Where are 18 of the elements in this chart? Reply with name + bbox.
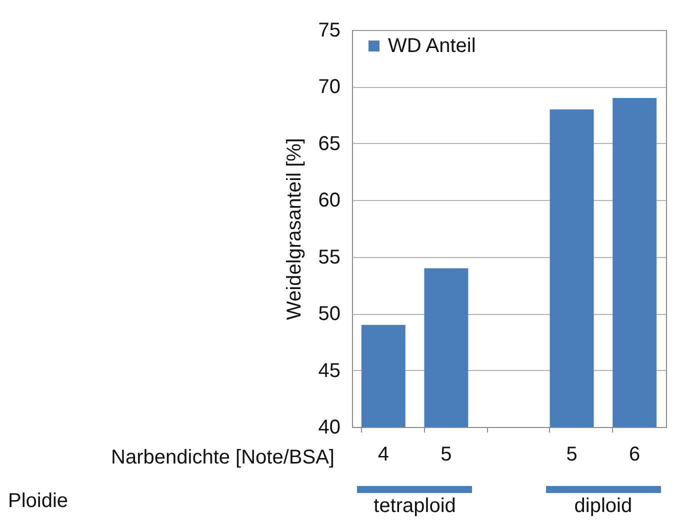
y-tick-label: 75 [318,20,340,42]
x-tick-label: 5 [440,444,452,466]
text: Ploidie [8,490,68,513]
x-tick-label: 4 [378,444,389,466]
y-tick-label: 50 [318,303,340,326]
y-tick-label: 45 [318,360,340,382]
y-tick-label: 70 [318,76,340,98]
y-tick-label: 65 [318,132,340,155]
text: diploid [574,495,632,518]
text: tetraploid [374,495,456,518]
y-tick-label: 40 [318,416,340,438]
x-tick-label: 6 [629,444,640,466]
y-axis-title: Weidelgrasanteil [%] [283,138,306,320]
y-tick-label: 55 [318,246,340,268]
x-tick-label: 5 [566,444,578,466]
x-axis-title: Narbendichte [Note/BSA] [111,446,334,468]
y-tick-label: 60 [318,190,340,212]
legend-label: WD Anteil [388,35,476,57]
